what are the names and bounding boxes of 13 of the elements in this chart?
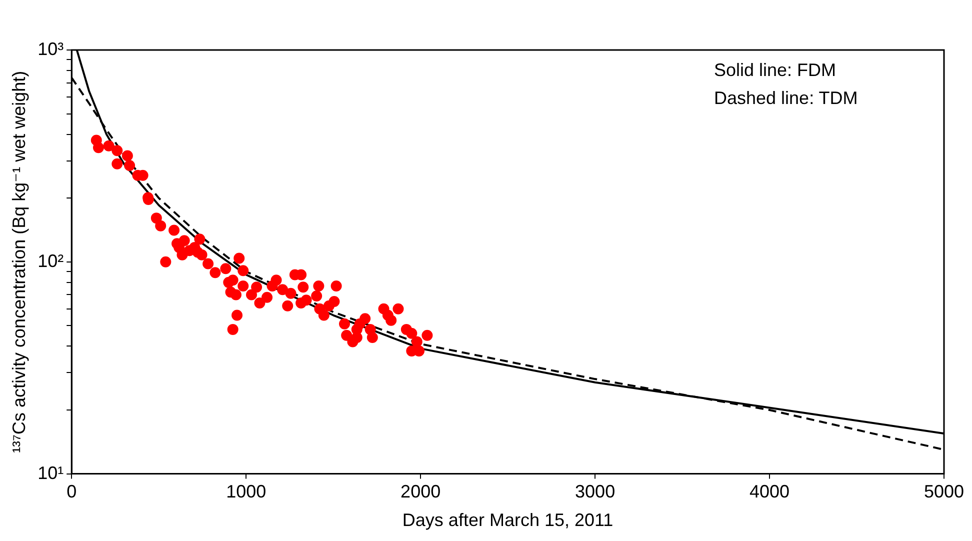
y-tick-label: 10¹	[38, 462, 64, 483]
y-axis-title: ¹³⁷Cs activity concentration (Bq kg⁻¹ wet weight)	[8, 70, 29, 453]
x-tick-label: 3000	[575, 482, 616, 502]
y-tick-label: 10³	[38, 38, 64, 59]
x-axis-title: Days after March 15, 2011	[402, 510, 614, 530]
x-tick-label: 0	[66, 482, 77, 502]
annotation: Dashed line: TDM	[714, 88, 858, 108]
x-tick-label: 4000	[750, 482, 790, 502]
x-tick-label: 1000	[226, 482, 266, 502]
x-tick-label: 5000	[924, 482, 964, 502]
annotation: Solid line: FDM	[714, 60, 836, 80]
y-tick-label: 10²	[38, 250, 64, 271]
x-tick-label: 2000	[400, 482, 441, 502]
